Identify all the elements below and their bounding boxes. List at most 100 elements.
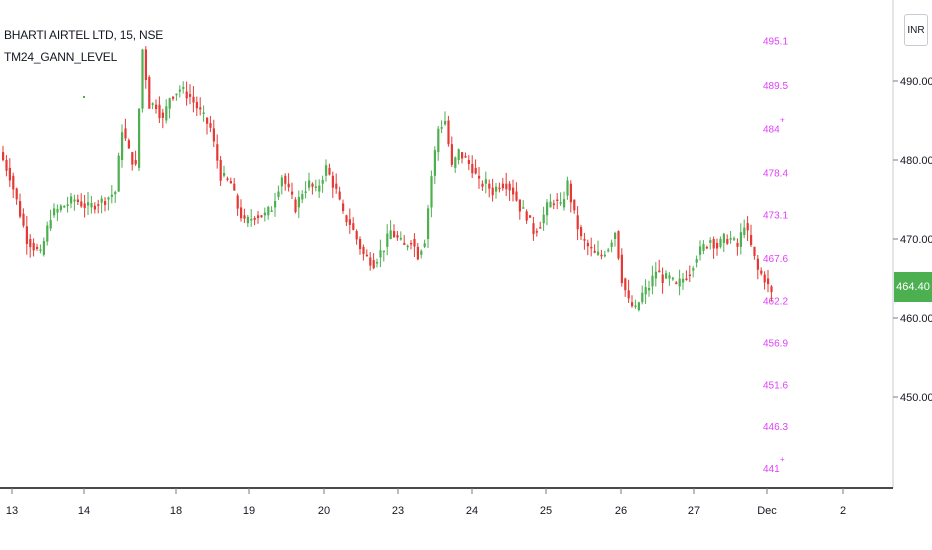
- candle-body: [709, 240, 712, 243]
- candle-body: [688, 274, 691, 277]
- candle-body: [151, 103, 154, 105]
- candle-body: [603, 254, 606, 257]
- candle-body: [8, 167, 11, 181]
- candle-body: [369, 257, 372, 266]
- candle-body: [22, 213, 25, 226]
- price-tick-label: 490.00: [900, 76, 932, 88]
- candle-body: [240, 207, 243, 219]
- candle-body: [76, 199, 79, 203]
- candle-body: [202, 112, 205, 114]
- candle-body: [597, 251, 600, 255]
- candle-body: [699, 246, 702, 255]
- candle-body: [189, 94, 192, 97]
- candle-body: [114, 191, 117, 195]
- candle-body: [542, 214, 545, 224]
- candle-body: [5, 160, 8, 171]
- candle-body: [70, 196, 73, 204]
- candle-body: [566, 180, 569, 196]
- candle-body: [90, 203, 93, 208]
- candle-body: [386, 233, 389, 247]
- candle-body: [158, 104, 161, 119]
- candle-body: [508, 183, 511, 191]
- candle-body: [185, 91, 188, 99]
- candle-body: [671, 277, 674, 280]
- candle-body: [590, 246, 593, 249]
- time-tick-label: 24: [466, 505, 478, 517]
- candle-body: [695, 259, 698, 263]
- gann-marker: +: [780, 455, 785, 464]
- gann-level-label: 451.6: [763, 380, 788, 391]
- candle-body: [668, 275, 671, 279]
- candle-body: [705, 246, 708, 249]
- candle-body: [539, 227, 542, 229]
- candle-body: [454, 157, 457, 168]
- candle-body: [66, 204, 69, 206]
- candle-body: [770, 286, 773, 293]
- candle-body: [243, 215, 246, 219]
- gann-level-label: 484: [763, 124, 780, 135]
- candle-body: [406, 245, 409, 248]
- candle-body: [573, 199, 576, 211]
- candle-body: [549, 201, 552, 208]
- gann-level-label: 495.1: [763, 37, 788, 48]
- candle-body: [250, 218, 253, 221]
- candle-body: [155, 104, 158, 110]
- candle-body: [586, 242, 589, 247]
- time-tick-label: 27: [688, 505, 700, 517]
- candle-body: [760, 270, 763, 274]
- currency-button[interactable]: INR: [904, 14, 928, 46]
- candle-body: [491, 187, 494, 196]
- price-tick-label: 460.00: [900, 313, 932, 325]
- candle-body: [484, 179, 487, 184]
- candle-body: [19, 201, 22, 217]
- candle-body: [423, 243, 426, 247]
- candle-body: [416, 246, 419, 260]
- symbol-title[interactable]: BHARTI AIRTEL LTD, 15, NSE: [4, 28, 164, 42]
- candle-body: [257, 215, 260, 219]
- candle-body: [127, 140, 130, 149]
- candle-body: [345, 215, 348, 223]
- candle-body: [304, 191, 307, 193]
- candle-body: [246, 216, 249, 224]
- candle-body: [529, 215, 532, 218]
- candle-body: [117, 155, 120, 192]
- candle-body: [335, 183, 338, 189]
- candle-body: [93, 205, 96, 210]
- candle-body: [763, 274, 766, 283]
- time-tick-label: Dec: [757, 505, 777, 517]
- candle-body: [729, 238, 732, 240]
- candle-body: [467, 160, 470, 164]
- candle-body: [403, 242, 406, 245]
- candle-body: [413, 239, 416, 247]
- candle-body: [372, 260, 375, 269]
- candle-body: [627, 290, 630, 299]
- time-tick-label: 23: [392, 505, 404, 517]
- candle-body: [301, 194, 304, 200]
- candle-body: [464, 156, 467, 158]
- candle-body: [209, 123, 212, 128]
- candle-body: [685, 278, 688, 280]
- last-price-tag: 464.40: [894, 272, 932, 302]
- candle-body: [505, 183, 508, 190]
- indicator-label[interactable]: TM24_GANN_LEVEL: [4, 50, 118, 64]
- candle-body: [134, 160, 137, 165]
- candle-body: [641, 292, 644, 303]
- candle-body: [719, 238, 722, 247]
- candle-body: [478, 175, 481, 179]
- candle-body: [427, 208, 430, 239]
- candle-body: [216, 144, 219, 161]
- candle-body: [614, 232, 617, 239]
- candle-body: [172, 96, 175, 99]
- candle-body: [104, 201, 107, 205]
- candle-body: [314, 186, 317, 188]
- candle-body: [267, 206, 270, 216]
- candle-body: [338, 191, 341, 200]
- candle-body: [144, 49, 147, 81]
- candle-body: [624, 278, 627, 291]
- candle-body: [352, 223, 355, 230]
- candle-body: [518, 199, 521, 212]
- candle-body: [376, 261, 379, 264]
- candle-body: [379, 250, 382, 258]
- time-tick-label: 13: [6, 505, 18, 517]
